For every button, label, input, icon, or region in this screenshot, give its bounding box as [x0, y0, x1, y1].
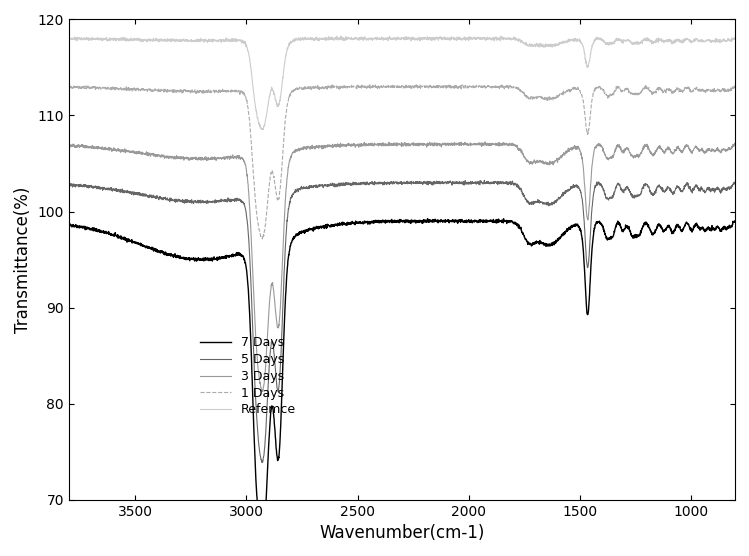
- 1 Days: [140, 86, 149, 92]
- 1 Days: [180, 87, 189, 94]
- 3 Days: [140, 151, 149, 157]
- Line: 1 Days: 1 Days: [69, 85, 735, 239]
- Refemce: [180, 37, 189, 44]
- 7 Days: [258, 539, 267, 545]
- 7 Days: [64, 221, 73, 228]
- 1 Days: [646, 88, 655, 95]
- 5 Days: [730, 180, 739, 187]
- Refemce: [64, 34, 73, 41]
- 7 Days: [349, 220, 358, 226]
- Refemce: [718, 38, 727, 44]
- 5 Days: [320, 181, 329, 188]
- 1 Days: [349, 83, 358, 90]
- 3 Days: [180, 155, 189, 162]
- 1 Days: [258, 236, 267, 242]
- Line: Refemce: Refemce: [69, 36, 735, 130]
- 3 Days: [320, 142, 329, 149]
- Line: 7 Days: 7 Days: [69, 219, 735, 542]
- 3 Days: [646, 148, 655, 155]
- Refemce: [646, 38, 655, 44]
- 5 Days: [480, 177, 489, 183]
- 5 Days: [64, 183, 73, 190]
- 3 Days: [730, 141, 739, 147]
- 7 Days: [423, 215, 432, 222]
- Refemce: [140, 37, 149, 44]
- Line: 3 Days: 3 Days: [69, 142, 735, 391]
- 7 Days: [320, 225, 329, 232]
- 1 Days: [730, 84, 739, 91]
- 5 Days: [349, 181, 358, 188]
- Refemce: [320, 36, 329, 42]
- 3 Days: [718, 147, 727, 153]
- 5 Days: [718, 186, 727, 192]
- Refemce: [349, 35, 358, 42]
- 5 Days: [140, 193, 149, 200]
- Refemce: [497, 33, 506, 39]
- Legend: 7 Days, 5 Days, 3 Days, 1 Days, Refemce: 7 Days, 5 Days, 3 Days, 1 Days, Refemce: [195, 331, 301, 421]
- 3 Days: [480, 139, 489, 146]
- Y-axis label: Transmittance(%): Transmittance(%): [14, 186, 32, 332]
- X-axis label: Wavenumber(cm-1): Wavenumber(cm-1): [319, 524, 485, 542]
- 7 Days: [718, 225, 727, 231]
- 5 Days: [646, 189, 655, 196]
- 3 Days: [349, 141, 358, 147]
- 3 Days: [258, 388, 267, 395]
- 7 Days: [646, 227, 655, 234]
- 7 Days: [140, 243, 149, 250]
- 1 Days: [416, 81, 425, 88]
- 1 Days: [320, 85, 329, 91]
- 3 Days: [64, 143, 73, 150]
- Line: 5 Days: 5 Days: [69, 180, 735, 463]
- Refemce: [258, 126, 267, 133]
- 7 Days: [180, 256, 189, 262]
- Refemce: [730, 36, 739, 42]
- 5 Days: [180, 197, 189, 204]
- 5 Days: [258, 459, 267, 466]
- 1 Days: [64, 83, 73, 90]
- 7 Days: [730, 218, 739, 225]
- 1 Days: [718, 86, 727, 93]
